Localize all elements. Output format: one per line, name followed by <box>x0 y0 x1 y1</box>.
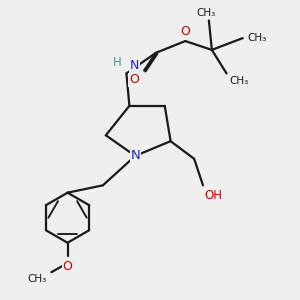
Text: N: N <box>130 149 140 162</box>
Text: O: O <box>180 25 190 38</box>
Text: CH₃: CH₃ <box>247 33 266 43</box>
Text: N: N <box>130 59 140 72</box>
Text: CH₃: CH₃ <box>196 8 216 17</box>
Text: CH₃: CH₃ <box>28 274 47 284</box>
Text: OH: OH <box>205 189 223 202</box>
Text: O: O <box>63 260 73 272</box>
Text: O: O <box>129 74 139 86</box>
Text: CH₃: CH₃ <box>230 76 249 86</box>
Text: H: H <box>113 56 122 69</box>
